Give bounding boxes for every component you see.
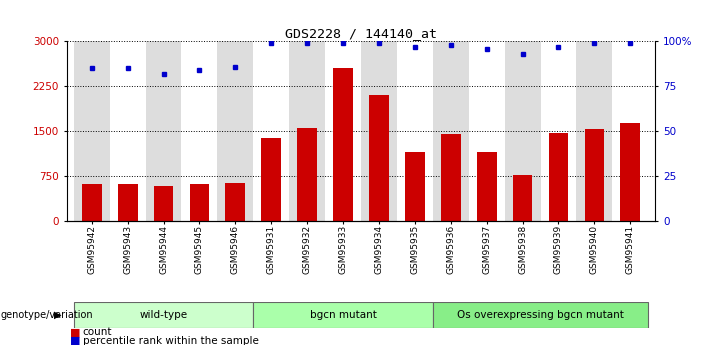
Bar <box>118 184 137 221</box>
Bar <box>620 123 640 221</box>
Bar <box>512 175 533 221</box>
Text: genotype/variation: genotype/variation <box>1 310 93 320</box>
Bar <box>613 41 648 221</box>
Bar <box>469 41 505 221</box>
Bar <box>146 41 182 221</box>
Bar <box>74 41 109 221</box>
Title: GDS2228 / 144140_at: GDS2228 / 144140_at <box>285 27 437 40</box>
Bar <box>261 138 281 221</box>
Text: wild-type: wild-type <box>139 310 188 320</box>
Bar <box>109 41 146 221</box>
Bar <box>441 134 461 221</box>
Bar <box>540 41 576 221</box>
Bar <box>297 128 317 221</box>
Bar <box>333 68 353 221</box>
Bar <box>433 41 469 221</box>
Text: ▶: ▶ <box>53 310 61 320</box>
Bar <box>325 41 361 221</box>
Bar <box>226 183 245 221</box>
FancyBboxPatch shape <box>253 302 433 328</box>
Bar <box>405 152 425 221</box>
FancyBboxPatch shape <box>74 302 253 328</box>
Text: bgcn mutant: bgcn mutant <box>310 310 376 320</box>
Bar <box>369 95 389 221</box>
Bar <box>361 41 397 221</box>
Bar <box>217 41 253 221</box>
Text: count: count <box>83 327 112 337</box>
Text: ■: ■ <box>70 336 81 345</box>
Bar <box>585 129 604 221</box>
Bar <box>549 134 569 221</box>
Bar <box>154 186 173 221</box>
Text: percentile rank within the sample: percentile rank within the sample <box>83 336 259 345</box>
Bar <box>189 184 210 221</box>
Bar <box>576 41 613 221</box>
Bar <box>397 41 433 221</box>
Text: ■: ■ <box>70 327 81 337</box>
Bar <box>290 41 325 221</box>
Bar <box>82 184 102 221</box>
FancyBboxPatch shape <box>433 302 648 328</box>
Bar <box>505 41 540 221</box>
Text: Os overexpressing bgcn mutant: Os overexpressing bgcn mutant <box>457 310 624 320</box>
Bar <box>182 41 217 221</box>
Bar <box>253 41 290 221</box>
Bar <box>477 152 496 221</box>
